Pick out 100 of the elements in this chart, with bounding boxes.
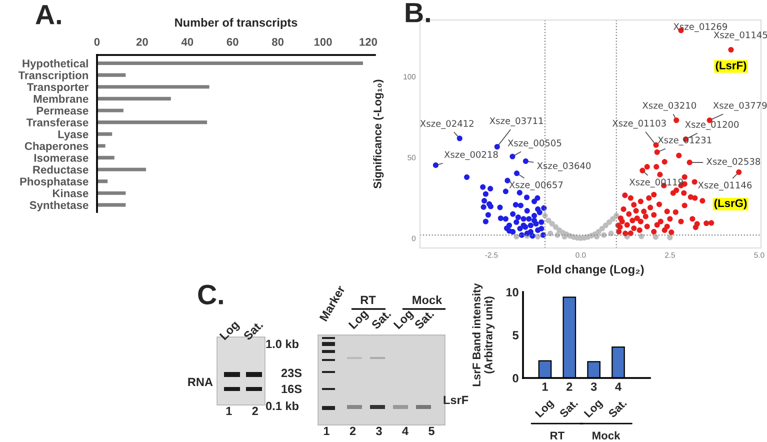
point: [510, 154, 516, 160]
bar: [97, 96, 172, 102]
text: Sat.: [608, 398, 628, 418]
point: [606, 219, 612, 225]
text: RT: [360, 296, 376, 304]
point: [531, 212, 538, 218]
x-tick-label: 80: [272, 38, 284, 46]
point: [531, 218, 538, 224]
text: 23S: [281, 368, 302, 378]
point: [610, 216, 616, 222]
point: [599, 226, 605, 232]
point: [480, 184, 486, 190]
bar: [97, 202, 128, 208]
y-tick-label: 10: [506, 288, 518, 296]
text: 1.0 kb: [266, 339, 299, 348]
y-tick-label: Transporter: [27, 83, 88, 94]
point: [480, 204, 486, 210]
annotation: Xsze_01231: [658, 136, 712, 146]
bar: [97, 119, 208, 126]
point: [552, 224, 558, 230]
x-tick-label: 1: [542, 382, 548, 391]
annotation: Xsze_00505: [508, 140, 562, 148]
x-tick-label: 60: [226, 38, 238, 46]
bar: [97, 178, 109, 184]
point: [488, 186, 494, 192]
point: [596, 229, 602, 235]
point: [482, 218, 488, 224]
point: [432, 162, 438, 168]
point: [464, 174, 470, 180]
point: [510, 211, 516, 217]
point: [456, 136, 462, 142]
y-tick-label: Phosphatase: [20, 177, 88, 188]
bar: [97, 190, 128, 196]
point: [494, 144, 500, 150]
text: LsrF: [444, 396, 468, 404]
point: [485, 212, 491, 218]
annotation: Xsze_03711: [490, 117, 543, 126]
text: C.: [198, 284, 223, 304]
annotation: Xsze_01200: [685, 121, 739, 130]
point: [498, 215, 504, 222]
x-axis-title: Number of transcripts: [175, 18, 298, 30]
y-tick-label: Synthetase: [30, 200, 88, 212]
text: Log: [584, 398, 604, 420]
x-axis-title: Fold change (Log₂): [538, 264, 644, 276]
x-tick-label: 3: [590, 382, 597, 391]
point: [528, 229, 534, 235]
point: [512, 202, 518, 208]
point: [514, 170, 520, 176]
y-tick-label: Membrane: [34, 94, 88, 103]
point: [504, 178, 510, 184]
y-tick-label: Isomerase: [34, 154, 88, 162]
y-axis-title: LsrF Band intensity (Arbitrary unit): [472, 283, 495, 386]
annotation: Xsze_00657: [509, 181, 563, 190]
text: Sat.: [370, 309, 392, 330]
x-tick-label: 2: [566, 382, 572, 391]
point: [502, 188, 508, 194]
annotation: Xsze_02412: [420, 120, 474, 129]
chart-title: A.: [36, 5, 61, 24]
point: [638, 234, 644, 240]
y-tick-label: Hypothetical: [22, 59, 88, 70]
point: [524, 194, 530, 200]
text: 16S: [282, 384, 302, 394]
point: [549, 220, 555, 227]
y-axis-title: Significance (-Log₁₀): [373, 80, 384, 188]
point: [497, 204, 503, 210]
text: Log: [534, 398, 556, 420]
bar: [97, 154, 116, 161]
point: [481, 198, 488, 204]
x-tick-label: 20: [136, 38, 148, 46]
point: [534, 195, 540, 201]
annotation: Xsze_01146: [698, 182, 752, 190]
bar: [97, 72, 128, 78]
point: [652, 234, 658, 240]
point: [510, 229, 516, 235]
point: [488, 204, 494, 210]
point: [531, 198, 538, 204]
annotation: Xsze_01145: [714, 31, 767, 40]
point: [538, 226, 544, 232]
y-tick-label: 5: [512, 331, 519, 340]
point: [538, 219, 544, 225]
y-tick-label: Permease: [36, 106, 88, 115]
y-tick-label: 0: [512, 374, 518, 382]
text: Log: [219, 320, 241, 342]
bar: [97, 142, 107, 150]
annotation: Xsze_03779: [713, 102, 767, 111]
annotation: (LsrG): [714, 198, 747, 210]
annotation: Xsze_00119: [629, 178, 683, 188]
text: 1 2 3 4 5: [324, 426, 434, 436]
annotation: Xsze_01269: [674, 23, 728, 32]
point: [528, 222, 534, 228]
x-tick-label: 4: [615, 382, 622, 391]
bar: [97, 107, 125, 114]
point: [548, 230, 554, 236]
text: RNA: [188, 378, 213, 386]
text: Log: [348, 309, 370, 331]
point: [520, 216, 526, 222]
annotation: Xsze_03640: [537, 162, 591, 172]
annotation: Xsze_01103: [612, 120, 666, 129]
point: [602, 222, 608, 228]
y-tick-label: Lyase: [58, 130, 88, 140]
